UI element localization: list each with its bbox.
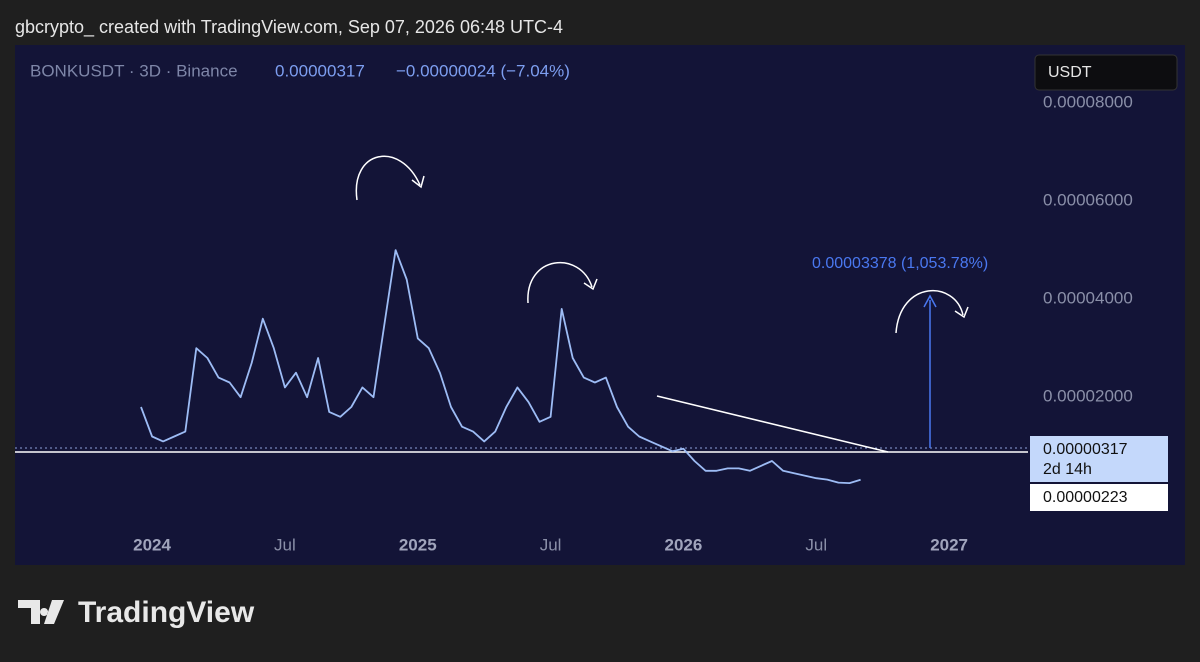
countdown: 2d 14h: [1043, 461, 1092, 478]
x-tick-label: 2024: [133, 535, 171, 554]
price-line-series: [140, 249, 861, 484]
change: −0.00000024 (−7.04%): [396, 61, 570, 80]
logo-text: TradingView: [78, 596, 255, 629]
y-tick-label: 0.00006000: [1043, 190, 1133, 209]
price: 0.00000317: [275, 61, 365, 80]
logo: TradingView: [18, 596, 255, 629]
logo-mark: [18, 600, 64, 624]
y-tick-label: 0.00002000: [1043, 387, 1133, 406]
price-label: 0.00000317: [1043, 441, 1128, 458]
symbol: BONKUSDT · 3D · Binance: [30, 61, 238, 80]
y-tick-label: 0.00004000: [1043, 289, 1133, 308]
price-tag: [1030, 436, 1168, 482]
x-tick-label: 2027: [930, 535, 968, 554]
support-label: 0.00000223: [1043, 489, 1128, 506]
currency-button[interactable]: [1034, 54, 1178, 91]
currency[interactable]: USDT: [1048, 64, 1092, 81]
x-tick-label: 2025: [399, 535, 437, 554]
arc: [527, 261, 598, 304]
support-tag: [1030, 484, 1168, 511]
chart-panel: [15, 45, 1185, 565]
x-tick-label: Jul: [540, 535, 562, 554]
x-tick-label: 2026: [665, 535, 703, 554]
y-tick-label: 0.00008000: [1043, 92, 1133, 111]
plot: 0.00003378 (1,053.78%): [15, 155, 1028, 484]
target-annotation: 0.00003378 (1,053.78%): [812, 255, 988, 272]
target-arrowhead: [923, 294, 937, 308]
arc: [355, 155, 425, 201]
header: gbcrypto_ created with TradingView.com, …: [15, 17, 563, 38]
trend-line: [656, 395, 889, 453]
arc: [895, 289, 969, 334]
x-tick-label: Jul: [805, 535, 827, 554]
x-tick-label: Jul: [274, 535, 296, 554]
